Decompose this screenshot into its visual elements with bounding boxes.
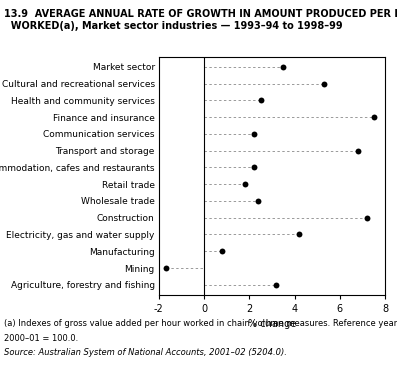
Point bbox=[255, 198, 262, 204]
Text: 13.9  AVERAGE ANNUAL RATE OF GROWTH IN AMOUNT PRODUCED PER HOUR: 13.9 AVERAGE ANNUAL RATE OF GROWTH IN AM… bbox=[4, 9, 397, 19]
Point bbox=[242, 181, 248, 187]
Point bbox=[296, 231, 302, 237]
Point bbox=[162, 265, 169, 271]
X-axis label: % change: % change bbox=[248, 319, 296, 329]
Point bbox=[370, 114, 377, 120]
Point bbox=[321, 81, 327, 87]
Text: (a) Indexes of gross value added per hour worked in chain volume measures. Refer: (a) Indexes of gross value added per hou… bbox=[4, 319, 397, 328]
Point bbox=[219, 248, 225, 254]
Text: Source: Australian System of National Accounts, 2001–02 (5204.0).: Source: Australian System of National Ac… bbox=[4, 348, 287, 357]
Point bbox=[257, 97, 264, 103]
Point bbox=[355, 147, 361, 153]
Point bbox=[251, 164, 257, 170]
Text: 2000–01 = 100.0.: 2000–01 = 100.0. bbox=[4, 334, 78, 343]
Point bbox=[251, 131, 257, 137]
Point bbox=[273, 282, 279, 288]
Text: WORKED(a), Market sector industries — 1993–94 to 1998–99: WORKED(a), Market sector industries — 19… bbox=[4, 21, 343, 31]
Point bbox=[280, 64, 287, 70]
Point bbox=[364, 215, 370, 221]
